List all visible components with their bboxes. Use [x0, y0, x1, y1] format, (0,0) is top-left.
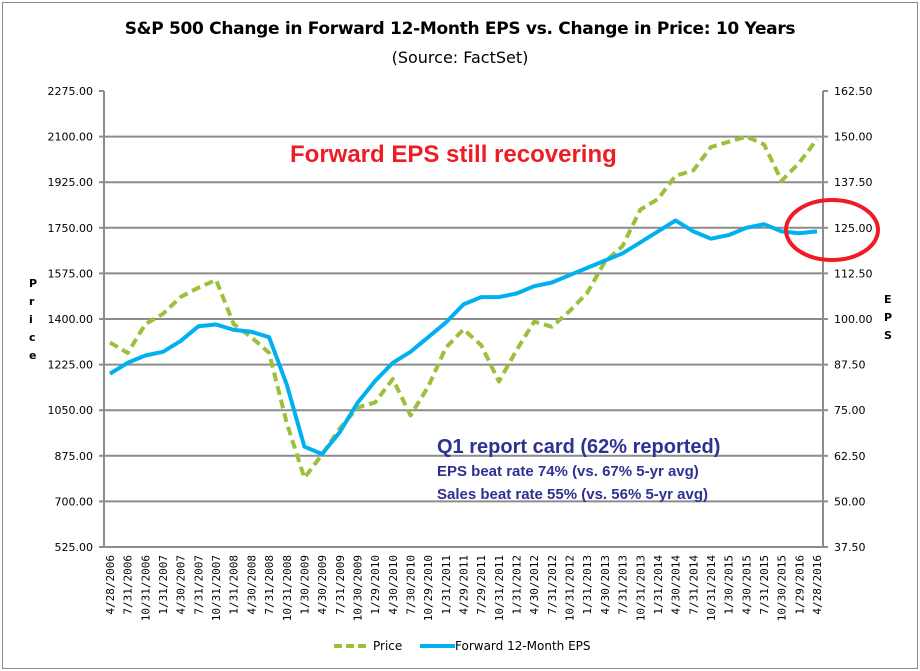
- x-tick-label: 1/31/2007: [157, 555, 170, 615]
- y-right-tick-label: 75.00: [834, 404, 866, 417]
- x-tick-label: 10/31/2012: [564, 555, 577, 621]
- y-left-tick-label: 2275.00: [48, 85, 94, 98]
- y-right-tick-label: 87.50: [834, 359, 866, 372]
- x-tick-label: 10/31/2007: [210, 555, 223, 621]
- x-tick-label: 10/29/2010: [422, 555, 435, 621]
- x-tick-label: 10/30/2015: [776, 555, 789, 621]
- x-tick-label: 4/30/2010: [387, 555, 400, 615]
- x-tick-label: 7/31/2007: [192, 555, 205, 615]
- y-left-tick-label: 2100.00: [48, 131, 94, 144]
- x-tick-label: 7/31/2015: [758, 555, 771, 615]
- y-left-tick-label: 1925.00: [48, 176, 94, 189]
- x-tick-label: 10/31/2011: [493, 555, 506, 621]
- x-tick-label: 4/30/2007: [175, 555, 188, 615]
- x-tick-label: 4/29/2011: [458, 555, 471, 615]
- x-tick-label: 4/30/2014: [670, 555, 683, 615]
- legend-price-label: Price: [373, 639, 402, 653]
- y-left-tick-label: 1225.00: [48, 359, 94, 372]
- y-axis-left: 2275.00 2100.00 1925.00 1750.00 1575.00 1400.…: [48, 85, 94, 554]
- y-axis-right: 162.50 150.00 137.50 125.00 112.50 100.00 87.5…: [834, 85, 873, 554]
- y-left-tick-label: 1050.00: [48, 404, 94, 417]
- x-tick-label: 4/30/2009: [316, 555, 329, 615]
- x-tick-label: 7/31/2013: [617, 555, 630, 615]
- chart-subtitle: (Source: FactSet): [391, 48, 529, 67]
- x-tick-label: 7/29/2011: [475, 555, 488, 615]
- x-tick-label: 7/31/2006: [122, 555, 135, 615]
- x-tick-label: 4/28/2016: [811, 555, 824, 615]
- headline-annotation: Forward EPS still recovering: [290, 141, 617, 168]
- x-tick-label: 1/30/2009: [298, 555, 311, 615]
- x-tick-label: 1/31/2012: [511, 555, 524, 615]
- x-tick-label: 7/31/2009: [334, 555, 347, 615]
- x-tick-label: 1/31/2014: [652, 555, 665, 615]
- chart-title: S&P 500 Change in Forward 12-Month EPS v…: [124, 19, 796, 39]
- x-tick-label: 10/31/2006: [139, 555, 152, 621]
- y-left-tick-label: 1400.00: [48, 313, 94, 326]
- y-right-tick-label: 37.50: [834, 541, 866, 554]
- x-tick-label: 10/31/2013: [634, 555, 647, 621]
- x-tick-label: 1/31/2013: [581, 555, 594, 615]
- y-left-tick-label: 1575.00: [48, 267, 94, 280]
- x-tick-label: 4/30/2012: [528, 555, 541, 615]
- x-axis: 4/28/2006 7/31/2006 10/31/2006 1/31/2007 4/3…: [104, 555, 824, 622]
- x-tick-label: 7/30/2010: [404, 555, 417, 615]
- report-card-eps-beat: EPS beat rate 74% (vs. 67% 5-yr avg): [437, 463, 699, 480]
- price-series-line: [108, 134, 819, 480]
- y-right-tick-label: 62.50: [834, 450, 866, 463]
- y-left-tick-label: 875.00: [55, 450, 94, 463]
- legend-eps-label: Forward 12-Month EPS: [455, 639, 591, 653]
- x-tick-label: 1/29/2010: [369, 555, 382, 615]
- x-tick-label: 1/31/2008: [228, 555, 241, 615]
- y-right-tick-label: 50.00: [834, 495, 866, 508]
- y-right-tick-label: 112.50: [834, 267, 873, 280]
- report-card-title: Q1 report card (62% reported): [437, 436, 720, 458]
- y-right-tick-label: 162.50: [834, 85, 873, 98]
- x-tick-label: 7/31/2012: [546, 555, 559, 615]
- y-right-tick-label: 125.00: [834, 222, 873, 235]
- x-tick-label: 4/28/2006: [104, 555, 117, 615]
- x-tick-label: 1/31/2011: [440, 555, 453, 615]
- y-left-tick-label: 700.00: [55, 495, 94, 508]
- x-tick-label: 7/31/2008: [263, 555, 276, 615]
- x-tick-label: 7/31/2014: [687, 555, 700, 615]
- x-tick-label: 10/31/2014: [705, 555, 718, 622]
- series-group: [108, 134, 819, 480]
- x-tick-label: 10/30/2009: [351, 555, 364, 621]
- report-card-sales-beat: Sales beat rate 55% (vs. 56% 5-yr avg): [437, 486, 708, 503]
- highlight-ellipse: [784, 198, 880, 262]
- x-tick-label: 10/31/2008: [281, 555, 294, 621]
- legend: Price Forward 12-Month EPS: [334, 639, 591, 653]
- x-tick-label: 4/30/2013: [599, 555, 612, 615]
- eps-series-line: [108, 218, 818, 456]
- y-right-tick-label: 150.00: [834, 131, 873, 144]
- x-tick-label: 4/30/2015: [740, 555, 753, 615]
- x-tick-label: 1/30/2015: [723, 555, 736, 615]
- y-left-tick-label: 525.00: [55, 541, 94, 554]
- y-right-tick-label: 100.00: [834, 313, 873, 326]
- x-tick-label: 1/29/2016: [793, 555, 806, 615]
- y-left-tick-label: 1750.00: [48, 222, 94, 235]
- x-tick-label: 4/30/2008: [245, 555, 258, 615]
- gridlines: [99, 90, 828, 548]
- y-right-tick-label: 137.50: [834, 176, 873, 189]
